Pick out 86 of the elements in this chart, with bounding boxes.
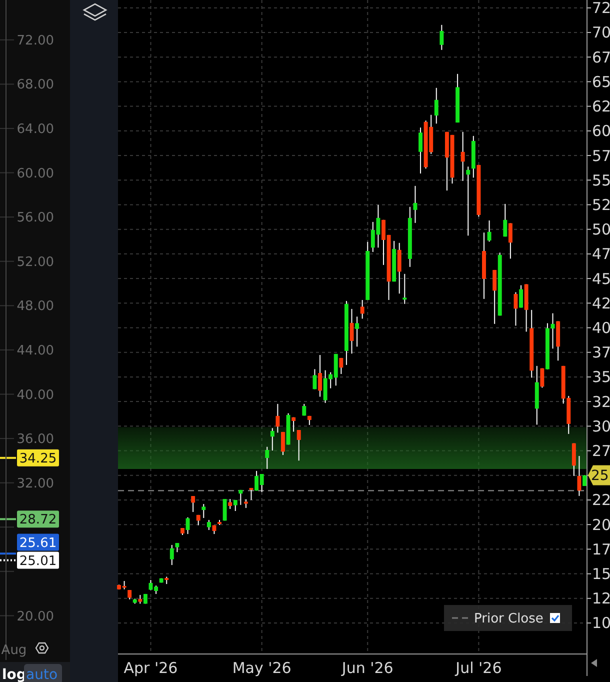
y-tick-label: 27 <box>592 442 610 460</box>
candlestick <box>296 429 301 462</box>
y-tick-label: 60.00 <box>16 166 54 182</box>
y-tick-label: 32.00 <box>16 476 54 492</box>
ref-line-label: 25.61 <box>19 536 57 551</box>
y-tick-label: 56.00 <box>16 210 54 226</box>
y-tick-label: 67 <box>592 48 610 66</box>
y-tick-label: 55 <box>592 171 610 190</box>
y-tick-label: 57 <box>592 146 610 165</box>
ref-line-label: 25.01 <box>19 554 57 569</box>
candlestick <box>514 292 518 326</box>
candlestick <box>492 269 497 324</box>
candlestick <box>238 489 243 506</box>
y-tick-label: 22 <box>592 491 610 510</box>
y-tick-label: 52 <box>592 196 610 214</box>
y-tick-label: 65 <box>592 72 610 91</box>
candlestick <box>503 203 508 238</box>
candlestick <box>318 354 322 398</box>
candlestick <box>418 127 422 174</box>
y-tick-label: 72 <box>592 0 610 18</box>
candlestick <box>202 504 206 518</box>
y-tick-label: 10 <box>592 614 610 632</box>
candlestick <box>355 316 360 348</box>
candlestick <box>206 519 211 530</box>
candlestick <box>519 284 524 308</box>
y-tick-label: 20 <box>592 516 610 534</box>
y-tick-label: 35 <box>592 368 610 386</box>
candlestick <box>487 220 492 242</box>
candlestick <box>402 273 407 304</box>
candlestick <box>312 368 317 390</box>
y-tick-label: 52.00 <box>16 254 54 270</box>
candlestick <box>186 516 190 535</box>
candlestick <box>292 416 296 432</box>
x-tick-label: May '26 <box>232 659 292 677</box>
candlestick <box>440 24 444 50</box>
y-tick-label: 15 <box>592 565 610 584</box>
text: auto <box>26 667 58 682</box>
candlestick <box>276 403 280 434</box>
candlestick <box>339 357 344 374</box>
y-tick-label: 60 <box>592 122 610 140</box>
y-tick-label: 42 <box>592 294 610 312</box>
x-tick-label: Jul '26 <box>454 659 502 677</box>
candlestick <box>270 428 274 452</box>
candlestick <box>170 544 174 566</box>
candlestick <box>572 442 576 476</box>
y-tick-label: 36.00 <box>16 432 54 448</box>
candlestick <box>466 166 470 236</box>
candlestick <box>460 131 465 182</box>
candlestick <box>249 487 254 500</box>
candlestick <box>413 185 418 224</box>
y-tick-label: 68.00 <box>16 78 54 93</box>
y-tick-label: 32 <box>592 392 610 411</box>
y-tick-label: 40 <box>592 318 610 337</box>
candlestick <box>577 455 582 496</box>
y-tick-label: 48.00 <box>16 299 54 314</box>
candlestick <box>397 242 402 294</box>
candlestick <box>540 368 544 388</box>
candlestick <box>434 87 438 124</box>
y-tick-label: 47 <box>592 245 610 264</box>
y-tick-label: 40.00 <box>16 388 54 403</box>
x-tick-label: Apr '26 <box>124 659 178 677</box>
ref-line-label: 34.25 <box>19 451 57 466</box>
x-tick-label: Jun '26 <box>340 659 394 677</box>
y-tick-label: 62 <box>592 98 610 116</box>
y-tick-label: 37 <box>592 344 610 362</box>
y-tick-label: 45 <box>592 270 610 288</box>
candlestick <box>360 299 364 320</box>
candlestick <box>265 446 270 470</box>
ref-line-label: 28.72 <box>19 512 57 528</box>
y-tick-label: 17 <box>592 540 610 558</box>
y-tick-label: 64.00 <box>16 122 54 138</box>
y-tick-label: 72.00 <box>16 33 54 48</box>
candlestick <box>191 496 196 512</box>
text: 25 <box>591 468 609 484</box>
candlestick <box>281 431 285 456</box>
legend-label: Prior Close <box>474 612 544 627</box>
y-tick-label: 44.00 <box>16 343 54 358</box>
y-tick-label: 50 <box>592 220 610 239</box>
y-tick-label: 20.00 <box>16 609 54 624</box>
x-tick-label: Aug <box>1 643 27 658</box>
candlestick <box>508 222 512 260</box>
candlestick <box>228 498 232 510</box>
y-tick-label: 70 <box>592 24 610 42</box>
y-tick-label: 30 <box>592 417 610 436</box>
y-tick-label: 12 <box>592 590 610 608</box>
candlestick <box>128 590 132 600</box>
